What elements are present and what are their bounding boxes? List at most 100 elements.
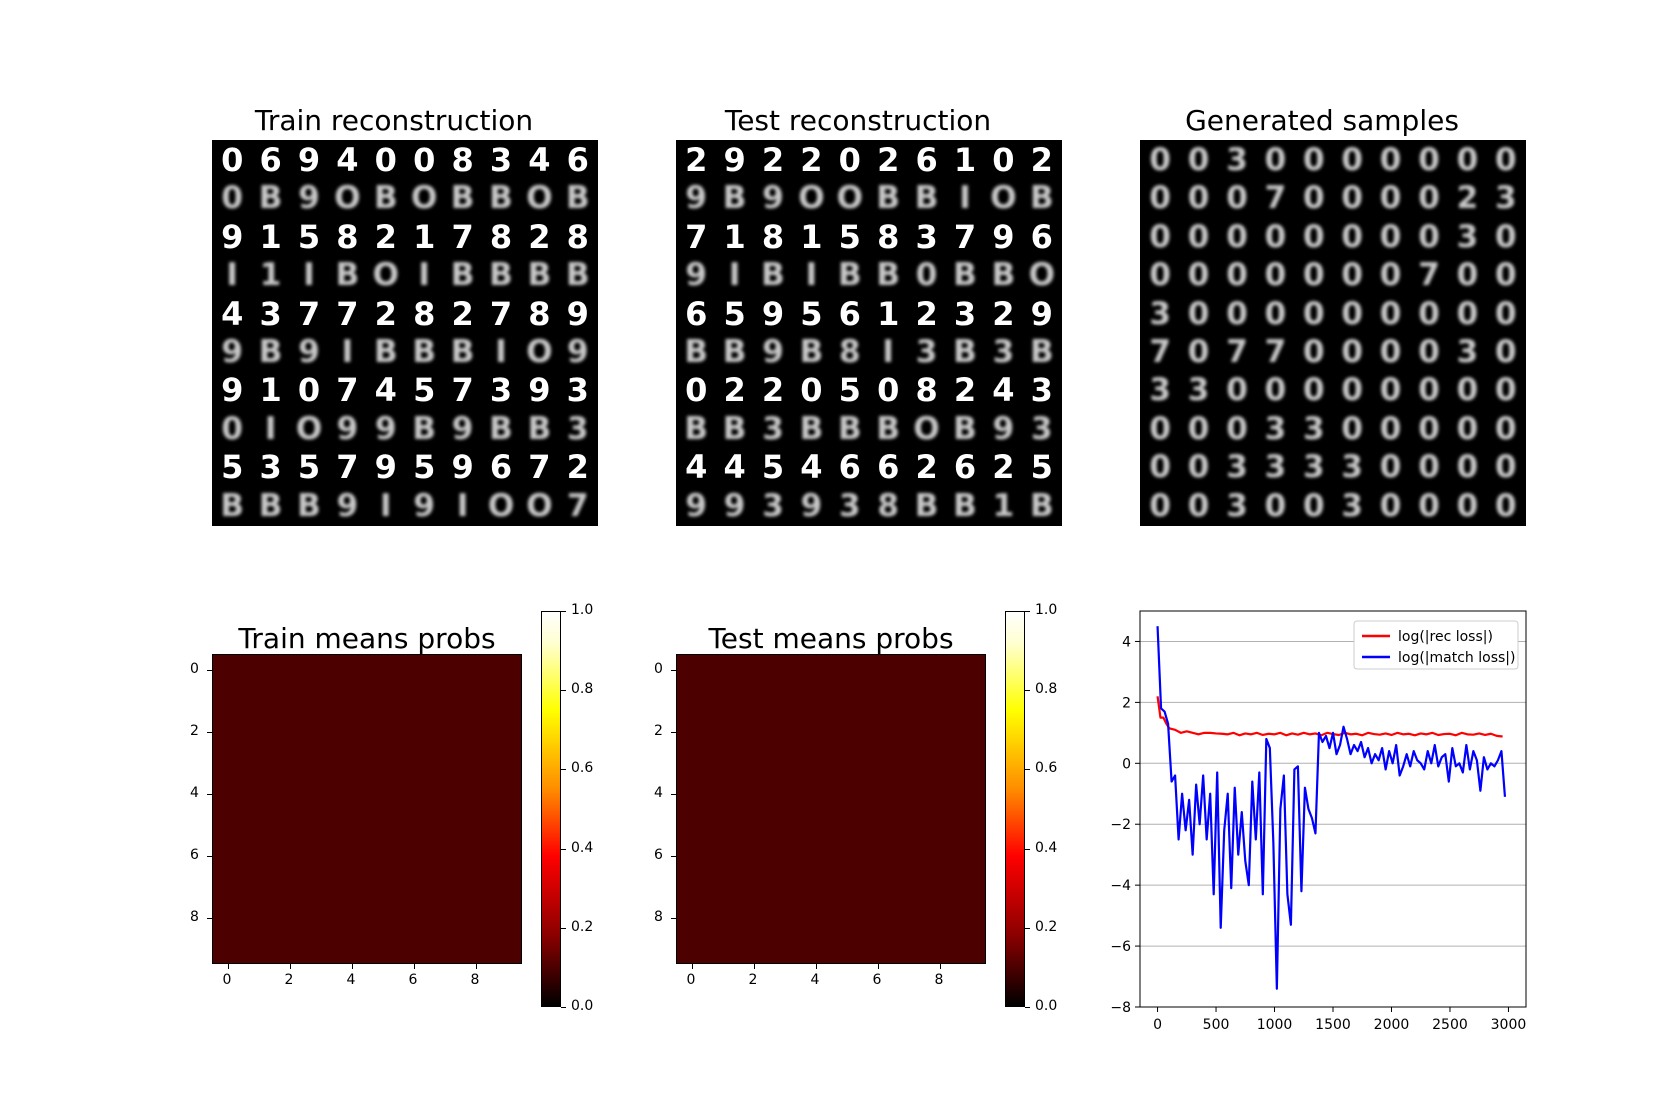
generated-samples-title: Generated samples xyxy=(1185,104,1459,137)
digit-cell: 5 xyxy=(723,294,746,333)
digit-cell: 9 xyxy=(992,410,1015,447)
digit-cell: 0 xyxy=(1226,218,1248,255)
digit-cell: B xyxy=(722,180,747,217)
heatmap-x-tick-mark xyxy=(413,964,415,969)
digit-cell: 0 xyxy=(877,371,900,410)
digit-cell: 0 xyxy=(1149,180,1171,217)
digit-cell: 3 xyxy=(489,371,513,410)
digit-cell: B xyxy=(258,487,283,524)
digit-cell: 9 xyxy=(298,180,320,217)
train-means-probs-title: Train means probs xyxy=(238,622,496,655)
digit-cell: 0 xyxy=(1495,295,1517,332)
digit-cell: I xyxy=(264,410,277,447)
heatmap-x-tick-mark xyxy=(753,964,755,969)
colorbar-tick: 0.0 xyxy=(1035,998,1058,1014)
heatmap-y-tick-mark xyxy=(207,793,212,795)
heatmap-y-tick-mark xyxy=(671,917,676,919)
digit-cell: 2 xyxy=(528,217,551,256)
digit-cell: 5 xyxy=(297,217,321,256)
x-tick-label: 2500 xyxy=(1432,1017,1468,1033)
digit-cell: 3 xyxy=(1031,410,1053,447)
digit-cell: B xyxy=(565,257,590,294)
digit-cell: O xyxy=(334,180,361,217)
digit-cell: B xyxy=(837,410,862,447)
digit-cell: B xyxy=(220,487,245,524)
digit-cell: B xyxy=(953,257,977,294)
digit-cell: 0 xyxy=(1264,257,1287,294)
digit-cell: 9 xyxy=(374,448,397,487)
heatmap-x-tick: 0 xyxy=(222,972,232,988)
heatmap-y-tick: 0 xyxy=(654,660,663,677)
train-means-probs-heatmap xyxy=(212,654,522,964)
digit-cell: 0 xyxy=(1418,449,1440,486)
colorbar-tick: 0.2 xyxy=(571,918,594,935)
digit-cell: 2 xyxy=(992,294,1015,333)
digit-cell: 7 xyxy=(1418,257,1440,294)
digit-cell: 6 xyxy=(566,141,589,179)
digit-cell: 2 xyxy=(566,448,589,487)
digit-cell: 6 xyxy=(915,141,938,179)
colorbar-tick: 0.6 xyxy=(571,760,594,777)
legend-box xyxy=(1353,620,1519,670)
digit-cell: 0 xyxy=(1418,295,1440,332)
digit-cell: 3 xyxy=(915,334,938,370)
digit-cell: B xyxy=(876,257,901,294)
digit-cell: 9 xyxy=(723,487,746,524)
digit-cell: 0 xyxy=(685,371,708,410)
heatmap-x-tick-mark xyxy=(289,964,291,969)
colorbar-tick-mark xyxy=(1025,690,1030,692)
digit-cell: B xyxy=(799,410,824,447)
digit-cell: B xyxy=(489,410,513,447)
digit-cell: 5 xyxy=(221,448,244,487)
digit-cell: 3 xyxy=(1303,449,1325,486)
digit-cell: O xyxy=(526,487,553,524)
digit-cell: 0 xyxy=(1341,295,1363,332)
digit-cell: B xyxy=(722,410,747,447)
digit-cell: B xyxy=(527,410,552,447)
digit-cell: 0 xyxy=(1187,449,1210,486)
digit-cell: 8 xyxy=(915,371,938,410)
digit-cell: 2 xyxy=(374,217,397,256)
digit-cell: 0 xyxy=(800,371,823,410)
digit-cell: 0 xyxy=(1341,180,1363,217)
digit-cell: 9 xyxy=(451,448,474,487)
colorbar-tick: 0.2 xyxy=(1035,918,1058,935)
digit-cell: 7 xyxy=(1149,334,1171,370)
digit-cell: 8 xyxy=(528,294,551,333)
digit-cell: 0 xyxy=(1264,295,1287,332)
digit-cell: B xyxy=(684,410,709,447)
digit-cell: 4 xyxy=(685,448,708,487)
digit-cell: 2 xyxy=(761,141,785,179)
digit-cell: 9 xyxy=(567,334,589,370)
digit-cell: 8 xyxy=(489,217,513,256)
digit-cell: 6 xyxy=(877,448,900,487)
digit-cell: 0 xyxy=(1149,410,1171,447)
digit-cell: B xyxy=(722,334,747,370)
digit-cell: 3 xyxy=(1303,410,1325,447)
digit-cell: B xyxy=(1029,180,1054,217)
digit-cell: B xyxy=(450,257,475,294)
digit-cell: O xyxy=(372,257,399,294)
y-tick-label: −4 xyxy=(1110,878,1131,894)
x-tick-label: 2000 xyxy=(1374,1017,1410,1033)
digit-cell: O xyxy=(295,410,323,447)
digit-cell: B xyxy=(527,257,552,294)
digit-cell: 0 xyxy=(1456,295,1479,332)
digit-cell: 2 xyxy=(685,141,708,179)
digit-cell: B xyxy=(335,257,360,294)
digit-cell: 7 xyxy=(953,217,977,256)
digit-cell: 0 xyxy=(1341,410,1363,447)
y-tick-label: 2 xyxy=(1122,695,1131,711)
digit-cell: 0 xyxy=(1456,410,1479,447)
digit-cell: 2 xyxy=(723,371,746,410)
digit-cell: B xyxy=(258,180,283,217)
digit-cell: 0 xyxy=(1149,257,1171,294)
digit-cell: 6 xyxy=(489,448,513,487)
digit-cell: 1 xyxy=(877,294,900,333)
digit-cell: 0 xyxy=(1379,410,1402,447)
digit-cell: O xyxy=(990,180,1017,217)
digit-cell: 3 xyxy=(489,141,513,179)
test-reconstruction-title: Test reconstruction xyxy=(724,104,992,137)
x-tick-label: 1000 xyxy=(1257,1017,1293,1033)
digit-cell: 2 xyxy=(915,448,938,487)
